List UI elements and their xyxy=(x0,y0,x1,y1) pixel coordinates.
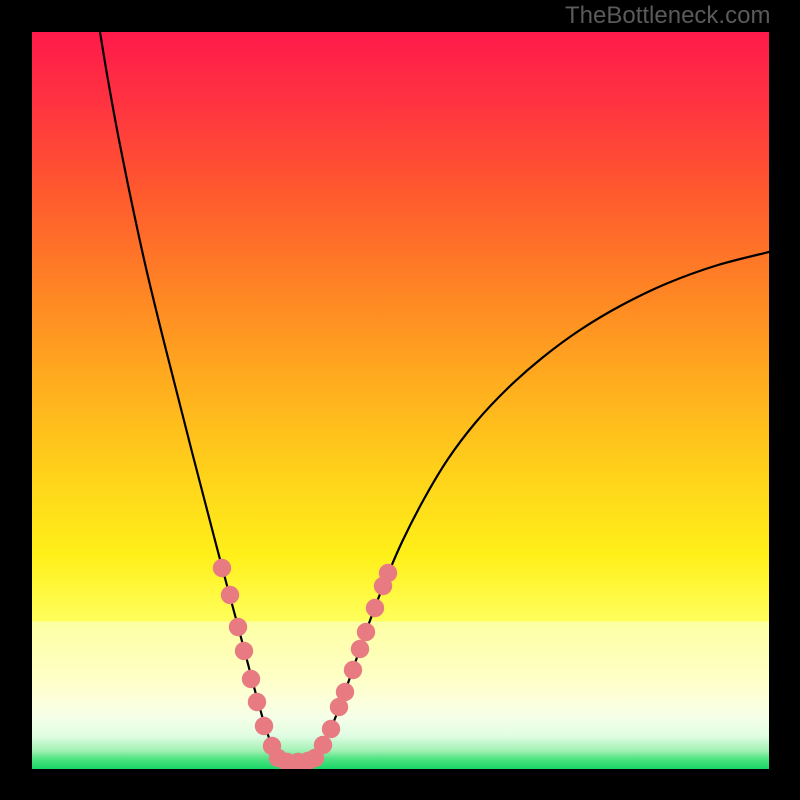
data-marker xyxy=(379,564,397,582)
data-marker xyxy=(322,720,340,738)
data-marker xyxy=(314,736,332,754)
data-marker xyxy=(235,642,253,660)
data-marker xyxy=(336,683,354,701)
watermark-text: TheBottleneck.com xyxy=(565,2,770,30)
data-marker xyxy=(229,618,247,636)
bottleneck-chart xyxy=(0,0,800,800)
data-marker xyxy=(357,623,375,641)
data-marker xyxy=(213,559,231,577)
data-marker xyxy=(344,661,362,679)
data-marker xyxy=(242,670,260,688)
chart-gradient-background xyxy=(32,32,769,769)
data-marker xyxy=(255,717,273,735)
data-marker xyxy=(366,599,384,617)
data-marker xyxy=(248,693,266,711)
data-marker xyxy=(351,640,369,658)
data-marker xyxy=(221,586,239,604)
